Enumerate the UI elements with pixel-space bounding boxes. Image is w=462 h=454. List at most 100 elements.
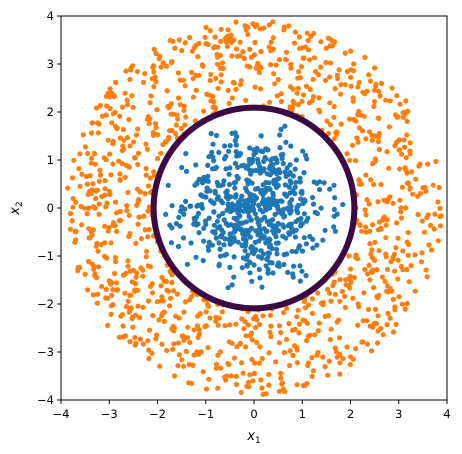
data-point-outer [185, 324, 191, 330]
data-point-outer [107, 151, 113, 157]
data-point-inner [231, 224, 238, 231]
data-point-outer [167, 268, 173, 275]
data-point-inner [297, 175, 303, 181]
data-point-inner [239, 243, 245, 249]
data-point-inner [247, 145, 253, 151]
data-point-outer [102, 240, 108, 246]
data-point-inner [259, 284, 265, 290]
data-point-outer [405, 108, 411, 114]
data-point-inner [327, 186, 333, 192]
data-point-outer [134, 186, 141, 192]
data-point-outer [167, 295, 174, 301]
data-point-outer [267, 312, 273, 318]
data-point-inner [269, 169, 275, 176]
data-point-outer [179, 333, 185, 339]
data-point-inner [274, 159, 280, 166]
data-point-outer [332, 291, 338, 297]
data-point-outer [315, 349, 321, 356]
data-point-inner [252, 211, 258, 217]
data-point-inner [211, 209, 217, 215]
data-point-outer [339, 288, 345, 295]
data-point-inner [279, 155, 285, 162]
data-point-inner [303, 273, 309, 279]
data-point-outer [398, 151, 405, 157]
data-point-outer [186, 380, 192, 386]
data-point-outer [193, 72, 199, 78]
data-point-inner [231, 254, 237, 260]
data-point-outer [355, 84, 361, 90]
data-point-outer [309, 373, 315, 379]
data-point-inner [195, 210, 202, 216]
data-point-outer [213, 106, 219, 112]
data-point-inner [220, 182, 226, 188]
data-point-outer [120, 104, 126, 110]
data-point-outer [110, 111, 117, 117]
data-point-inner [212, 165, 218, 172]
data-point-inner [243, 219, 249, 225]
data-point-inner [270, 162, 276, 168]
data-point-inner [300, 200, 306, 207]
data-point-inner [332, 228, 338, 234]
data-point-outer [182, 40, 188, 46]
data-point-inner [258, 133, 264, 139]
data-point-outer [318, 39, 324, 45]
data-point-outer [127, 308, 133, 314]
data-point-inner [212, 190, 218, 196]
data-point-inner [276, 167, 282, 173]
data-point-inner [293, 157, 299, 163]
data-point-outer [389, 288, 395, 294]
data-point-outer [395, 276, 401, 282]
data-point-outer [194, 323, 200, 329]
data-point-inner [290, 173, 296, 179]
data-point-outer [367, 277, 373, 283]
data-point-outer [419, 218, 425, 224]
data-point-outer [338, 91, 344, 97]
data-point-outer [366, 72, 372, 78]
data-point-outer [213, 314, 219, 320]
data-point-inner [251, 201, 257, 207]
data-point-outer [413, 176, 419, 182]
data-point-outer [99, 194, 105, 200]
data-point-outer [226, 339, 232, 345]
data-point-inner [255, 156, 261, 163]
data-point-outer [266, 350, 272, 356]
data-point-outer [145, 183, 152, 189]
data-point-outer [295, 102, 301, 108]
data-point-outer [140, 341, 146, 347]
data-point-outer [167, 303, 173, 309]
data-point-inner [261, 196, 267, 202]
data-point-inner [303, 241, 309, 247]
data-point-outer [113, 123, 119, 129]
data-point-outer [239, 360, 245, 366]
data-point-outer [250, 21, 256, 27]
data-point-outer [237, 82, 244, 88]
data-point-outer [218, 38, 224, 45]
data-point-outer [325, 372, 331, 378]
data-point-outer [384, 322, 390, 328]
data-point-outer [230, 79, 236, 85]
data-point-inner [220, 210, 226, 217]
data-point-outer [240, 49, 246, 55]
data-point-outer [374, 267, 380, 273]
data-point-outer [348, 266, 354, 272]
data-point-outer [113, 280, 120, 286]
data-point-inner [322, 227, 328, 233]
data-point-outer [375, 340, 381, 346]
data-point-outer [122, 290, 128, 296]
data-point-outer [337, 298, 343, 304]
data-point-outer [373, 83, 379, 89]
data-point-outer [205, 345, 211, 351]
data-point-outer [187, 34, 193, 41]
data-point-inner [287, 178, 293, 184]
data-point-inner [234, 173, 240, 179]
data-point-outer [89, 155, 95, 161]
data-point-outer [324, 118, 330, 124]
data-point-inner [249, 180, 255, 186]
data-point-outer [110, 141, 116, 147]
data-point-outer [276, 388, 282, 394]
data-point-outer [231, 37, 237, 43]
data-point-outer [187, 339, 193, 345]
data-point-inner [270, 192, 276, 199]
data-point-outer [401, 137, 407, 143]
data-point-outer [271, 71, 277, 77]
